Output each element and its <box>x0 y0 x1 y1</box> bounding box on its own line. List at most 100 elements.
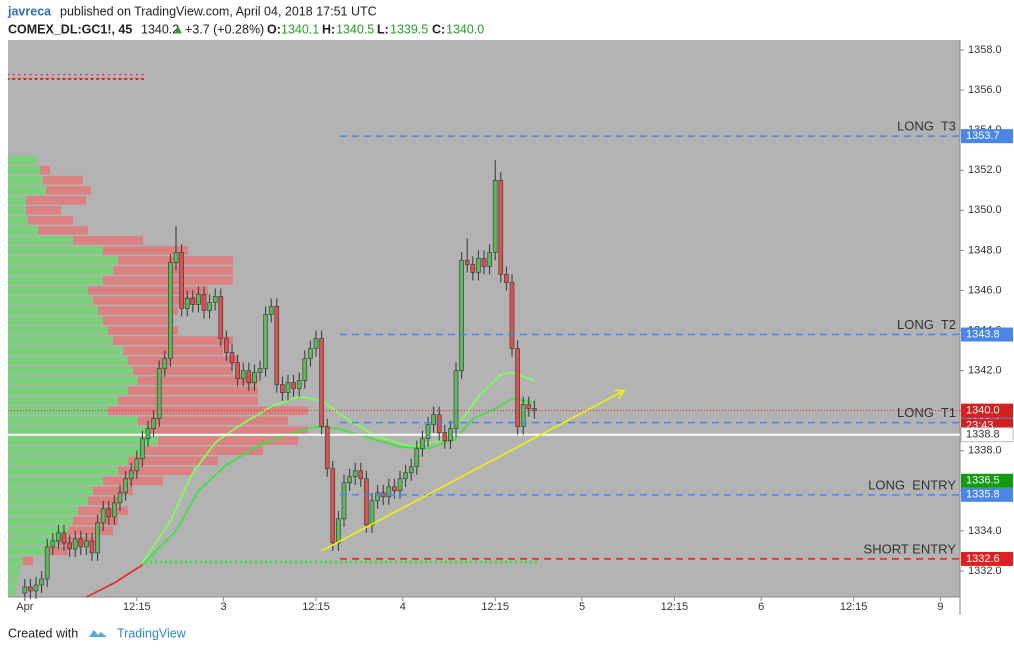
last-price: 1340.2 <box>141 22 179 36</box>
volume-up <box>8 476 103 486</box>
volume-down <box>113 266 233 275</box>
plot <box>8 155 960 602</box>
volume-up <box>8 155 36 165</box>
candle-body <box>184 298 190 309</box>
volume-up <box>8 396 118 405</box>
volume-down <box>23 556 33 566</box>
close: 1340.0 <box>446 22 484 36</box>
volume-up <box>8 586 16 596</box>
candle-body <box>420 438 425 450</box>
candle-body <box>179 252 184 309</box>
price-label: 1340.0 <box>966 405 1000 417</box>
candle-body <box>229 352 235 363</box>
candle-body <box>61 532 67 544</box>
candle-body <box>291 382 296 389</box>
candle-body <box>464 260 470 265</box>
volume-up <box>8 306 98 315</box>
y-tick-label: 1358.0 <box>968 44 1002 56</box>
volume-up <box>8 276 103 285</box>
x-tick-label: 3 <box>221 601 227 613</box>
candle-body <box>162 358 168 369</box>
candle-body <box>112 502 117 518</box>
candle-body <box>128 470 134 480</box>
volume-up <box>8 456 128 466</box>
y-tick-label: 1346.0 <box>968 284 1002 296</box>
volume-down <box>128 456 218 466</box>
candle-body <box>67 542 72 550</box>
volume-down <box>118 466 193 476</box>
candle-body <box>509 282 515 349</box>
volume-up <box>8 446 143 455</box>
volume-down <box>58 536 98 546</box>
volume-up <box>8 506 78 516</box>
volume-down <box>143 446 263 455</box>
c-label: C: <box>432 22 445 36</box>
x-tick-label: 12:15 <box>661 601 689 613</box>
candle-body <box>319 338 324 427</box>
candle-body <box>532 408 537 411</box>
level-name: LONG T3 <box>897 119 956 134</box>
o-label: O: <box>267 22 281 36</box>
level-name: LONG ENTRY <box>868 477 956 492</box>
candle-body <box>263 314 268 369</box>
moving-average <box>141 371 535 564</box>
candle-body <box>375 492 380 502</box>
volume-down <box>113 336 233 345</box>
volume-down <box>40 165 50 175</box>
candle-body <box>190 298 196 305</box>
candle-body <box>492 179 498 253</box>
level-name: LONG T2 <box>897 317 956 332</box>
candle-body <box>302 358 308 381</box>
volume-up <box>8 366 133 375</box>
volume-up <box>8 376 138 385</box>
price-label: 1338.8 <box>966 429 1000 441</box>
volume-down <box>108 406 308 415</box>
candle-body <box>487 252 492 267</box>
candle-body <box>274 306 280 385</box>
volume-down <box>93 296 203 305</box>
x-tick-label: 9 <box>937 601 943 613</box>
candle-body <box>285 382 291 393</box>
y-tick-label: 1342.0 <box>968 364 1002 376</box>
y-tick-label: 1348.0 <box>968 244 1002 256</box>
candle-body <box>78 538 84 548</box>
candle-body <box>364 478 369 526</box>
level-price-box <box>961 129 1013 144</box>
candle-body <box>459 260 464 371</box>
candle-body <box>397 478 403 492</box>
candle-body <box>196 294 201 305</box>
logo <box>89 630 107 637</box>
y-tick-label: 1356.0 <box>968 84 1002 96</box>
x-tick-label: Apr <box>16 601 33 613</box>
candle-body <box>201 294 207 311</box>
candle-body <box>123 478 128 494</box>
volume-down <box>148 426 308 435</box>
volume-up <box>8 246 103 255</box>
candle-body <box>280 384 285 393</box>
candle-body <box>442 432 448 442</box>
x-tick-label: 12:15 <box>302 601 330 613</box>
candle-body <box>296 380 302 389</box>
volume-up <box>8 165 40 175</box>
change: +3.7 (+0.28%) <box>185 22 264 36</box>
volume-down <box>68 526 113 536</box>
candle-body <box>50 540 56 548</box>
level-price: 1353.7 <box>966 130 1000 142</box>
volume-down <box>28 216 73 225</box>
volume-down <box>93 486 133 496</box>
x-tick-label: 4 <box>400 601 406 613</box>
candle-body <box>246 370 252 383</box>
y-tick-label: 1338.0 <box>968 445 1002 457</box>
volume-up <box>8 516 73 526</box>
candle-body <box>453 370 459 429</box>
candle-body <box>33 584 39 592</box>
x-tick-label: 6 <box>758 601 764 613</box>
volume-down <box>123 346 223 355</box>
volume-down <box>26 196 86 205</box>
footer-brand[interactable]: TradingView <box>117 626 187 640</box>
candle-body <box>218 296 224 339</box>
volume-up <box>8 526 68 536</box>
candle-body <box>145 428 151 440</box>
candle-body <box>526 404 532 409</box>
volume-up <box>8 206 26 215</box>
